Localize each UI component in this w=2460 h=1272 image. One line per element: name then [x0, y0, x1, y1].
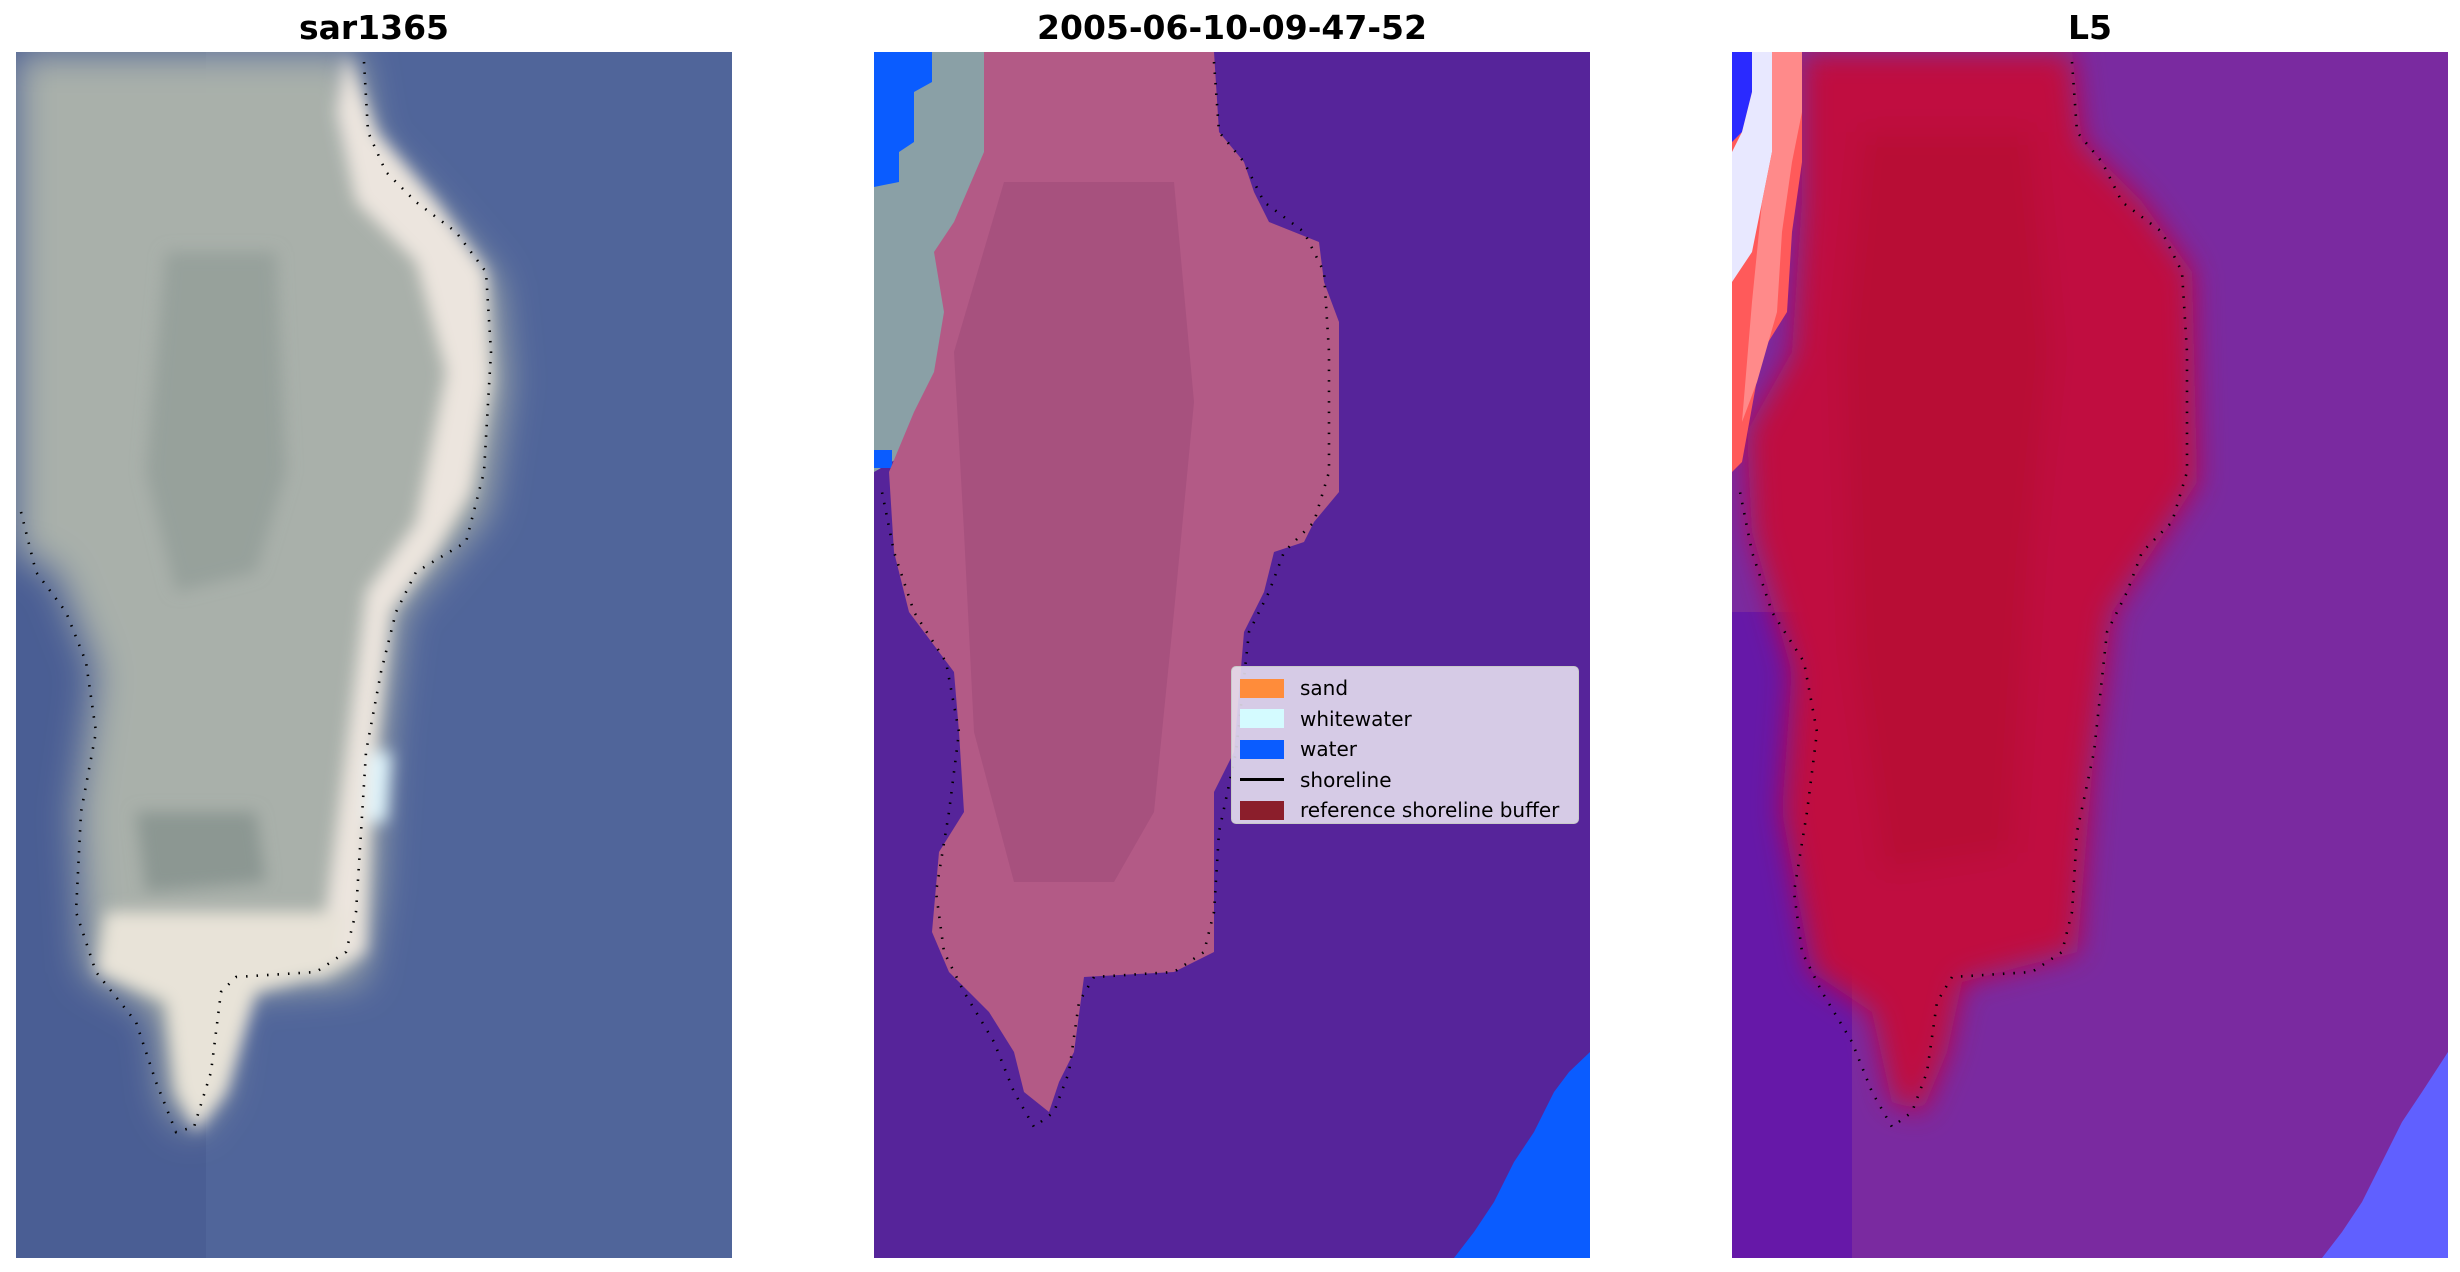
classified-image [874, 52, 1590, 1258]
legend-label-whitewater: whitewater [1300, 706, 1412, 731]
legend-item-whitewater: whitewater [1240, 704, 1570, 735]
shoreline-line-swatch [1240, 770, 1284, 789]
legend-label-reference-buffer: reference shoreline buffer [1300, 798, 1560, 823]
legend-item-water: water [1240, 734, 1570, 765]
legend-item-reference-buffer: reference shoreline buffer [1240, 795, 1570, 826]
index-image [1732, 52, 2448, 1258]
classification-panel [874, 52, 1590, 1258]
water-swatch [1240, 739, 1284, 759]
panel-title-index: L5 [2068, 8, 2112, 47]
rgb-satellite-image [16, 52, 732, 1258]
reference-buffer-swatch [1240, 800, 1284, 820]
legend-label-sand: sand [1300, 676, 1349, 701]
sand-swatch [1240, 678, 1284, 698]
rgb-image-panel [16, 52, 732, 1258]
whitewater-swatch [1240, 709, 1284, 729]
legend-item-shoreline: shoreline [1240, 765, 1570, 796]
legend-label-shoreline: shoreline [1300, 767, 1392, 792]
panel-title-classification: 2005-06-10-09-47-52 [1037, 8, 1427, 47]
legend-item-sand: sand [1240, 673, 1570, 704]
legend-label-water: water [1300, 737, 1357, 762]
index-panel [1732, 52, 2448, 1258]
panel-title-rgb: sar1365 [298, 8, 450, 47]
legend: sand whitewater water shoreline referenc… [1231, 666, 1579, 824]
